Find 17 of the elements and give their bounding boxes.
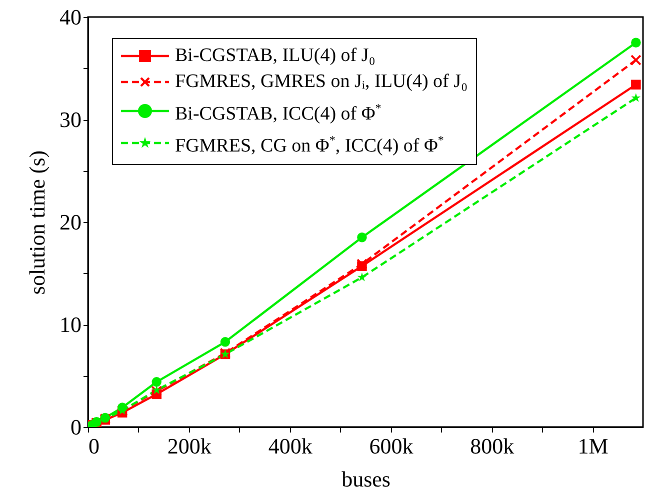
y-tick-label: 20 [60, 210, 82, 234]
x-tick-label: 800k [470, 434, 514, 458]
x-tick-label: 0 [88, 434, 100, 458]
legend-label: Bi-CGSTAB, ICC(4) of Φ$^{*}$ [175, 100, 382, 126]
legend-label: Bi-CGSTAB, ILU(4) of J₀ [175, 44, 376, 68]
y-tick-label: 40 [60, 4, 82, 30]
x-tick-label: 600k [369, 434, 414, 458]
y-tick-label: 30 [60, 107, 82, 132]
y-tick-label: 0 [70, 414, 82, 440]
x-tick-label: 200k [167, 434, 212, 458]
y-axis-title: solution time (s) [24, 150, 50, 295]
y-tick-label: 10 [60, 312, 82, 337]
x-tick-label: 400k [268, 434, 312, 458]
legend-label: FGMRES, GMRES on Jᵢ, ILU(4) of J₀ [175, 70, 468, 94]
x-tick-label: 1M [578, 434, 608, 458]
legend-label: FGMRES, CG on Φ$^{*}$, ICC(4) of Φ$^{*}$ [175, 132, 444, 159]
x-axis-title: buses [342, 466, 390, 492]
